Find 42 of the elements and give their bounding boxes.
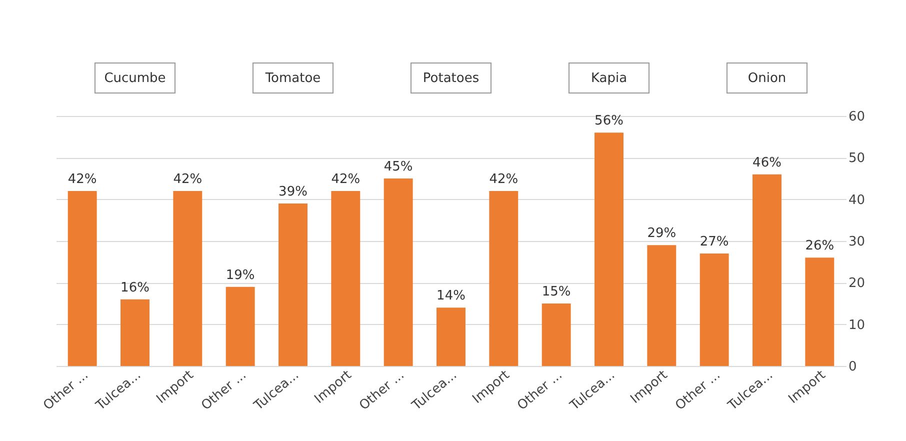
text: Onion — [748, 71, 786, 86]
data-label: 42% — [489, 172, 518, 187]
bar — [594, 132, 624, 366]
data-label: 56% — [594, 114, 624, 129]
data-label: 16% — [120, 280, 150, 296]
y-tick-label: 40 — [848, 192, 866, 208]
bar — [805, 258, 834, 366]
bar — [700, 254, 729, 366]
bar — [489, 191, 518, 366]
y-tick-label: 50 — [848, 151, 866, 166]
text: Kapia — [590, 71, 628, 86]
bar — [647, 245, 676, 366]
bar — [68, 191, 97, 366]
bar — [752, 174, 782, 366]
bar — [173, 191, 202, 366]
y-tick-label: 60 — [848, 110, 866, 124]
data-label: 14% — [436, 288, 466, 304]
data-label: 45% — [384, 160, 413, 174]
y-tick-label: 20 — [848, 276, 866, 292]
data-label: 42% — [68, 172, 97, 187]
y-tick-label: 30 — [848, 234, 866, 250]
data-label: 29% — [647, 226, 676, 242]
y-tick-label: 10 — [848, 318, 866, 333]
data-label: 26% — [805, 238, 834, 254]
text: Cucumbe — [104, 71, 166, 86]
bar — [436, 308, 466, 366]
data-label: 19% — [226, 268, 255, 283]
bar — [120, 299, 150, 366]
data-label: 27% — [700, 234, 729, 250]
text: Tomatoe — [264, 71, 321, 86]
data-label: 46% — [752, 155, 782, 170]
text: Potatoes — [422, 71, 480, 86]
y-tick-label: 0 — [848, 360, 857, 374]
data-label: 42% — [331, 172, 360, 187]
bar — [278, 204, 308, 366]
bar — [384, 178, 413, 366]
bar — [331, 191, 360, 366]
bar — [542, 304, 571, 366]
bar — [226, 286, 255, 366]
data-label: 42% — [173, 172, 202, 187]
data-label: 15% — [542, 284, 571, 300]
data-label: 39% — [278, 184, 308, 200]
